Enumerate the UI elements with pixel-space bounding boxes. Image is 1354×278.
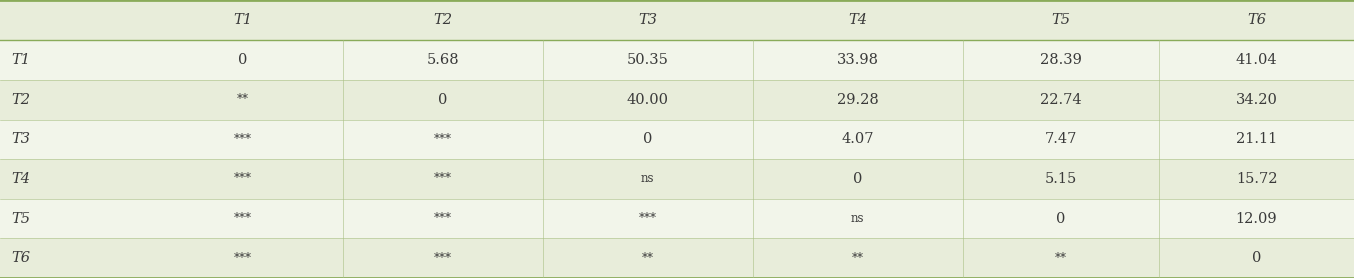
Text: ***: *** bbox=[433, 133, 452, 146]
Text: T6: T6 bbox=[11, 251, 30, 265]
Text: T2: T2 bbox=[433, 13, 452, 27]
Text: 0: 0 bbox=[643, 132, 653, 146]
Text: 0: 0 bbox=[1252, 251, 1261, 265]
Text: 21.11: 21.11 bbox=[1236, 132, 1277, 146]
Text: T3: T3 bbox=[638, 13, 658, 27]
Text: ***: *** bbox=[433, 252, 452, 265]
Text: 33.98: 33.98 bbox=[837, 53, 879, 67]
Text: ***: *** bbox=[233, 172, 252, 185]
Text: ***: *** bbox=[233, 252, 252, 265]
Text: 0: 0 bbox=[1056, 212, 1066, 225]
Text: 29.28: 29.28 bbox=[837, 93, 879, 107]
Text: **: ** bbox=[237, 93, 248, 106]
Text: T6: T6 bbox=[1247, 13, 1266, 27]
Text: ***: *** bbox=[233, 212, 252, 225]
Text: 50.35: 50.35 bbox=[627, 53, 669, 67]
Text: ns: ns bbox=[852, 212, 864, 225]
Text: **: ** bbox=[642, 252, 654, 265]
Text: T2: T2 bbox=[11, 93, 30, 107]
Text: **: ** bbox=[852, 252, 864, 265]
Text: T1: T1 bbox=[233, 13, 252, 27]
Bar bbox=[0, 0, 1354, 40]
Text: 5.15: 5.15 bbox=[1045, 172, 1076, 186]
Text: T3: T3 bbox=[11, 132, 30, 146]
Text: T4: T4 bbox=[848, 13, 868, 27]
Text: T5: T5 bbox=[1051, 13, 1071, 27]
Text: 41.04: 41.04 bbox=[1236, 53, 1277, 67]
Bar bbox=[0, 199, 1354, 238]
Text: 0: 0 bbox=[439, 93, 447, 107]
Bar bbox=[0, 40, 1354, 80]
Text: 28.39: 28.39 bbox=[1040, 53, 1082, 67]
Text: ***: *** bbox=[433, 172, 452, 185]
Text: 5.68: 5.68 bbox=[427, 53, 459, 67]
Text: ns: ns bbox=[642, 172, 654, 185]
Text: T4: T4 bbox=[11, 172, 30, 186]
Text: 12.09: 12.09 bbox=[1236, 212, 1277, 225]
Text: ***: *** bbox=[233, 133, 252, 146]
Text: 34.20: 34.20 bbox=[1236, 93, 1277, 107]
Bar bbox=[0, 159, 1354, 199]
Bar bbox=[0, 239, 1354, 278]
Text: 0: 0 bbox=[238, 53, 246, 67]
Text: ***: *** bbox=[639, 212, 657, 225]
Text: 15.72: 15.72 bbox=[1236, 172, 1277, 186]
Text: 40.00: 40.00 bbox=[627, 93, 669, 107]
Text: 7.47: 7.47 bbox=[1045, 132, 1076, 146]
Text: T1: T1 bbox=[11, 53, 30, 67]
Text: **: ** bbox=[1055, 252, 1067, 265]
Text: ***: *** bbox=[433, 212, 452, 225]
Text: 22.74: 22.74 bbox=[1040, 93, 1082, 107]
Bar bbox=[0, 80, 1354, 120]
Bar bbox=[0, 120, 1354, 159]
Text: 4.07: 4.07 bbox=[841, 132, 875, 146]
Text: 0: 0 bbox=[853, 172, 862, 186]
Text: T5: T5 bbox=[11, 212, 30, 225]
